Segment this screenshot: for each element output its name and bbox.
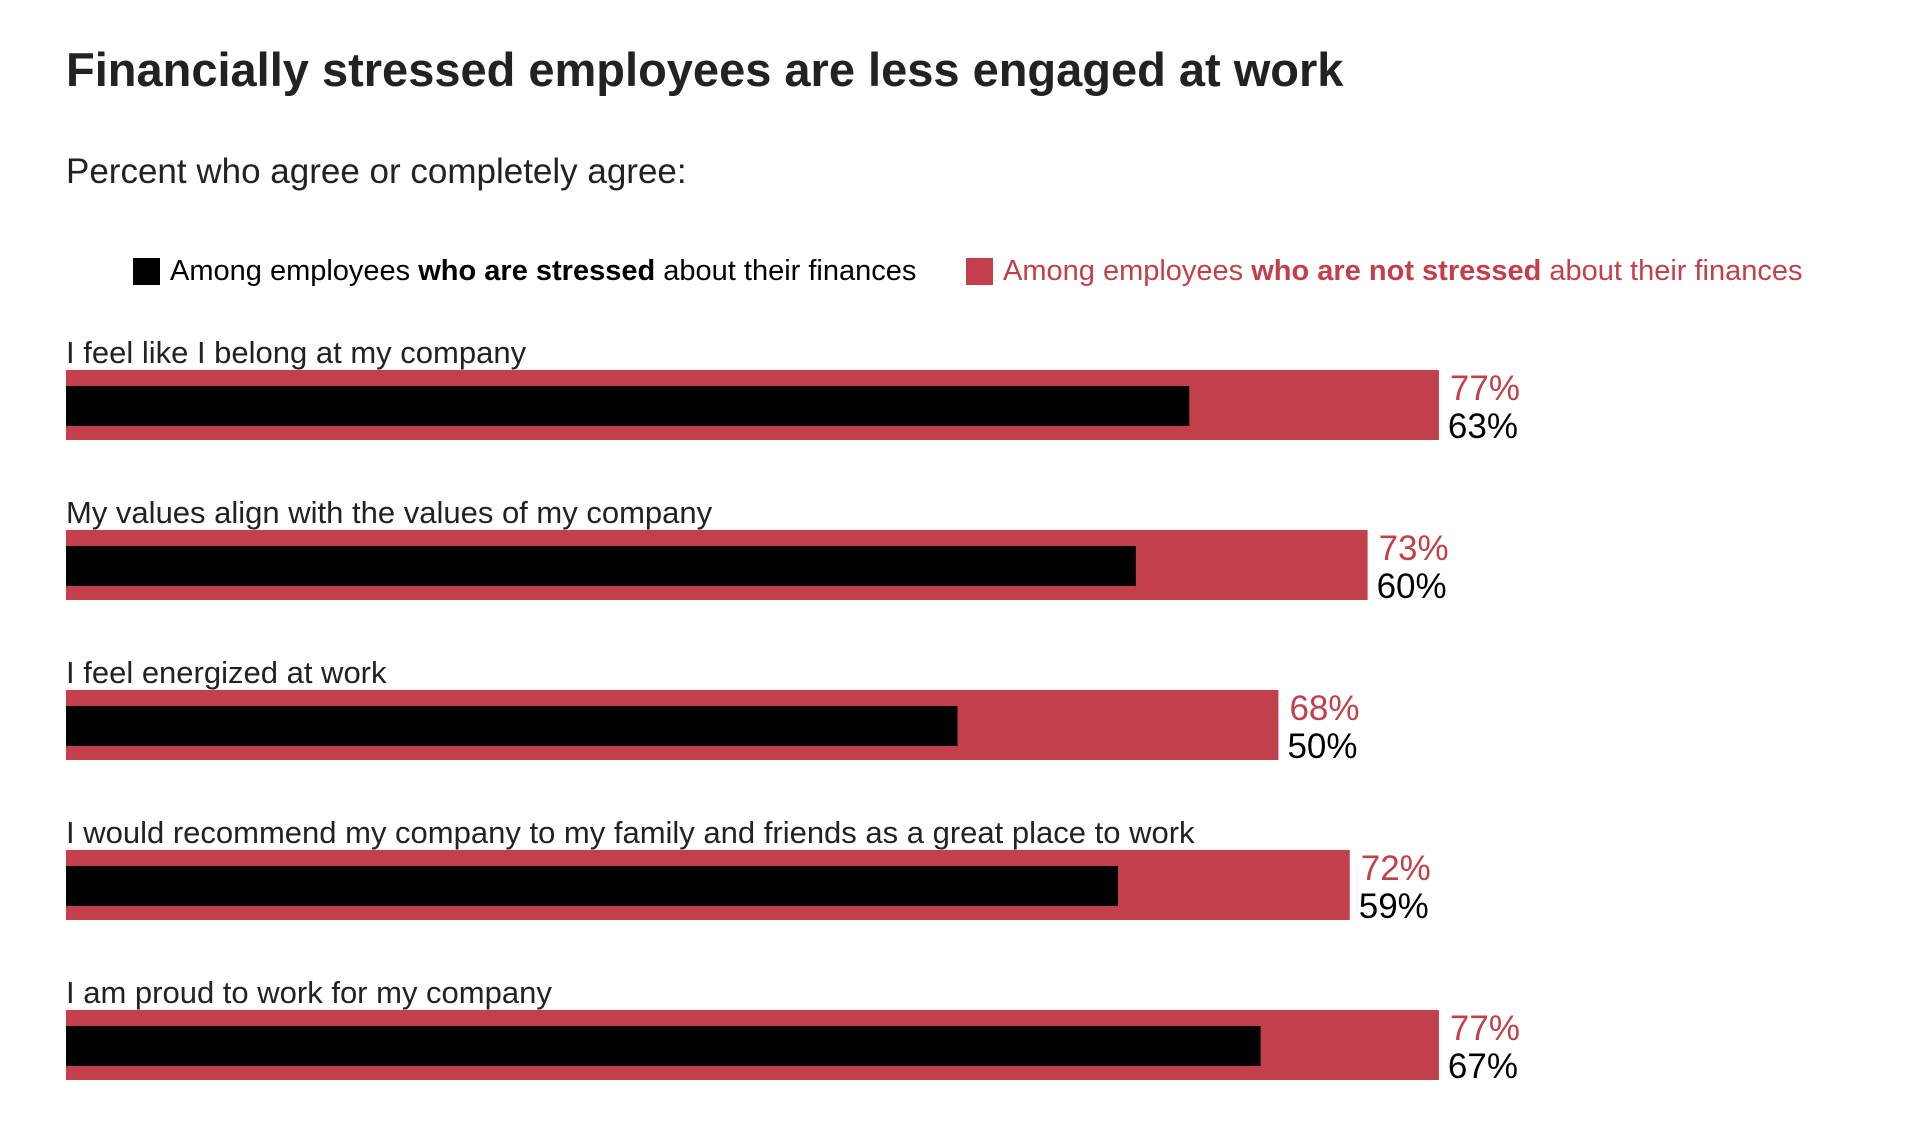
legend-swatch-stressed xyxy=(133,258,160,285)
category-label: I feel like I belong at my company xyxy=(66,335,527,370)
bar-stressed xyxy=(66,546,1136,586)
value-label-not-stressed: 68% xyxy=(1289,689,1359,728)
legend-stressed-bold: who are stressed xyxy=(418,255,656,287)
legend-swatch-not-stressed xyxy=(966,258,993,285)
legend-not-stressed-bold: who are not stressed xyxy=(1251,255,1542,287)
legend-not-stressed-suffix: about their finances xyxy=(1541,255,1803,287)
bar-stressed xyxy=(66,386,1190,426)
value-label-stressed: 60% xyxy=(1377,567,1447,606)
value-label-stressed: 50% xyxy=(1287,727,1357,766)
value-label-stressed: 67% xyxy=(1448,1047,1518,1086)
legend-stressed-suffix: about their finances xyxy=(655,255,917,287)
bar-stressed xyxy=(66,706,958,746)
value-label-not-stressed: 77% xyxy=(1450,1009,1520,1048)
category-label: I would recommend my company to my famil… xyxy=(66,815,1195,850)
value-label-stressed: 59% xyxy=(1359,887,1429,926)
value-label-not-stressed: 73% xyxy=(1379,529,1449,568)
legend-item-not-stressed: Among employees who are not stressed abo… xyxy=(966,255,1803,288)
bar-stressed xyxy=(66,1026,1261,1066)
legend-item-stressed: Among employees who are stressed about t… xyxy=(133,255,916,288)
legend-not-stressed-prefix: Among employees xyxy=(1003,255,1252,287)
chart-title: Financially stressed employees are less … xyxy=(66,43,1344,96)
value-label-stressed: 63% xyxy=(1448,407,1518,446)
category-label: My values align with the values of my co… xyxy=(66,495,713,530)
legend: Among employees who are stressed about t… xyxy=(0,255,1920,291)
category-label: I feel energized at work xyxy=(66,655,387,690)
value-label-not-stressed: 77% xyxy=(1450,369,1520,408)
legend-stressed-prefix: Among employees xyxy=(170,255,419,287)
category-label: I am proud to work for my company xyxy=(66,975,552,1010)
bar-stressed xyxy=(66,866,1118,906)
chart-subtitle: Percent who agree or completely agree: xyxy=(66,152,687,191)
value-label-not-stressed: 72% xyxy=(1361,849,1431,888)
